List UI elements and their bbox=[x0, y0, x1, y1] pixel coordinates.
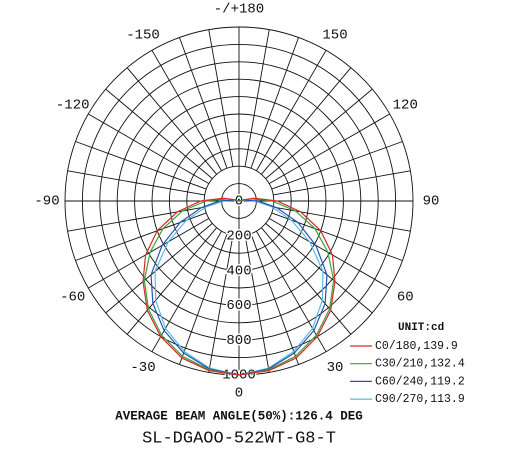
legend-label: C60/240,119.2 bbox=[375, 375, 465, 388]
angle-tick-label: -150 bbox=[126, 27, 160, 43]
grid-circle bbox=[99, 61, 379, 341]
angle-tick-label: 150 bbox=[322, 27, 347, 43]
r-tick-label: 400 bbox=[226, 263, 251, 279]
angle-tick-label: -60 bbox=[60, 290, 85, 306]
series-line bbox=[142, 197, 336, 376]
r-tick-label: 0 bbox=[235, 194, 243, 210]
legend-label: C30/210,132.4 bbox=[375, 358, 465, 371]
r-tick-label: 800 bbox=[226, 333, 251, 349]
r-tick-label: 200 bbox=[226, 229, 251, 245]
angle-tick-label: -/+180 bbox=[214, 2, 264, 18]
grid-circle bbox=[116, 78, 362, 324]
angle-tick-label: -90 bbox=[34, 194, 59, 210]
grid-circle bbox=[134, 96, 344, 306]
angle-tick-label: 60 bbox=[397, 290, 414, 306]
chart-title: SL-DGAOO-522WT-G8-T bbox=[142, 429, 336, 448]
grid-circle bbox=[186, 148, 292, 254]
grid-circle bbox=[81, 43, 397, 359]
legend-label: C0/180,139.9 bbox=[375, 340, 458, 353]
angle-tick-label: 90 bbox=[423, 194, 440, 210]
r-tick-label: 1000 bbox=[222, 368, 256, 384]
unit-label: UNIT:cd bbox=[398, 322, 444, 334]
legend-label: C90/270,113.9 bbox=[375, 393, 465, 406]
angle-tick-label: -30 bbox=[130, 360, 155, 376]
grid-circle bbox=[151, 113, 327, 289]
angle-tick-label: -120 bbox=[56, 98, 90, 114]
grid-circle bbox=[168, 130, 310, 272]
angle-tick-label: 0 bbox=[235, 386, 243, 402]
angle-tick-label: 30 bbox=[327, 360, 344, 376]
footer: AVERAGE BEAM ANGLE(50%):126.4 DEG bbox=[115, 409, 363, 423]
angle-tick-label: 120 bbox=[393, 98, 418, 114]
r-tick-label: 600 bbox=[226, 298, 251, 314]
